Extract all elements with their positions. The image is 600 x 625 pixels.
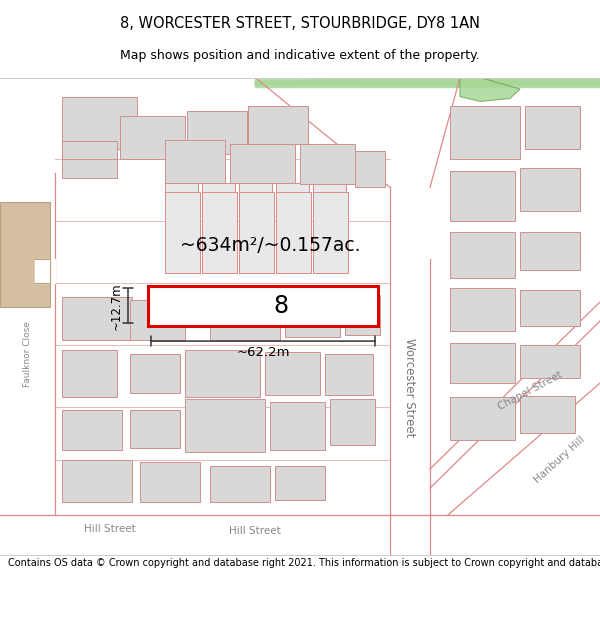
Bar: [265, 352, 320, 394]
Bar: [520, 168, 580, 211]
Polygon shape: [390, 173, 430, 192]
Bar: [450, 398, 515, 441]
Bar: [520, 289, 580, 326]
Bar: [450, 106, 520, 159]
Bar: [140, 462, 200, 503]
Bar: [148, 286, 378, 326]
Polygon shape: [255, 78, 430, 188]
Text: ~12.7m: ~12.7m: [110, 282, 122, 329]
Bar: [345, 295, 380, 336]
Text: 8, WORCESTER STREET, STOURBRIDGE, DY8 1AN: 8, WORCESTER STREET, STOURBRIDGE, DY8 1A…: [120, 16, 480, 31]
Bar: [450, 343, 515, 383]
Polygon shape: [0, 515, 600, 555]
Bar: [276, 192, 311, 273]
Bar: [325, 354, 373, 394]
Bar: [62, 154, 117, 178]
Text: Hanbury Hill: Hanbury Hill: [533, 434, 587, 485]
Bar: [0, 202, 50, 307]
Bar: [210, 466, 270, 503]
Bar: [275, 466, 325, 499]
Text: Faulknor Close: Faulknor Close: [23, 321, 32, 388]
Bar: [165, 192, 200, 273]
Bar: [130, 410, 180, 448]
Bar: [165, 182, 198, 273]
Polygon shape: [430, 78, 480, 188]
Polygon shape: [255, 78, 600, 85]
Bar: [330, 399, 375, 445]
Polygon shape: [0, 78, 55, 515]
Bar: [313, 182, 346, 273]
Polygon shape: [430, 302, 600, 488]
Bar: [130, 354, 180, 392]
Bar: [239, 192, 274, 273]
Bar: [130, 300, 185, 340]
Bar: [185, 349, 260, 398]
Text: 8: 8: [274, 294, 289, 318]
Text: Chapel Street: Chapel Street: [496, 369, 564, 412]
Bar: [239, 182, 272, 273]
Bar: [202, 192, 237, 273]
Bar: [62, 97, 137, 149]
Polygon shape: [35, 259, 55, 283]
Text: Map shows position and indicative extent of the property.: Map shows position and indicative extent…: [120, 49, 480, 62]
Polygon shape: [255, 78, 600, 87]
Bar: [202, 182, 235, 273]
Bar: [165, 139, 225, 182]
Text: Hill Street: Hill Street: [229, 526, 281, 536]
Bar: [276, 182, 309, 273]
Bar: [313, 192, 348, 273]
Bar: [270, 402, 325, 450]
Bar: [450, 232, 515, 278]
Text: Contains OS data © Crown copyright and database right 2021. This information is : Contains OS data © Crown copyright and d…: [8, 559, 600, 569]
Bar: [450, 171, 515, 221]
Polygon shape: [460, 78, 520, 101]
Bar: [285, 294, 340, 338]
Bar: [120, 116, 185, 159]
Bar: [355, 151, 385, 188]
Bar: [210, 292, 280, 340]
Text: Worcester Street: Worcester Street: [404, 338, 416, 437]
Bar: [185, 399, 265, 452]
Polygon shape: [445, 369, 600, 515]
Bar: [187, 111, 247, 154]
Bar: [300, 144, 355, 184]
Bar: [520, 232, 580, 271]
Bar: [450, 288, 515, 331]
Text: ~62.2m: ~62.2m: [236, 346, 290, 359]
Text: Hill Street: Hill Street: [84, 524, 136, 534]
Bar: [62, 297, 132, 340]
Bar: [62, 459, 132, 503]
Bar: [62, 349, 117, 398]
Bar: [525, 106, 580, 149]
Bar: [520, 345, 580, 378]
Polygon shape: [388, 188, 432, 555]
Bar: [230, 144, 295, 182]
Bar: [248, 106, 308, 144]
Text: ~634m²/~0.157ac.: ~634m²/~0.157ac.: [180, 236, 360, 255]
Bar: [62, 141, 117, 159]
Bar: [520, 396, 575, 432]
Bar: [62, 410, 122, 450]
